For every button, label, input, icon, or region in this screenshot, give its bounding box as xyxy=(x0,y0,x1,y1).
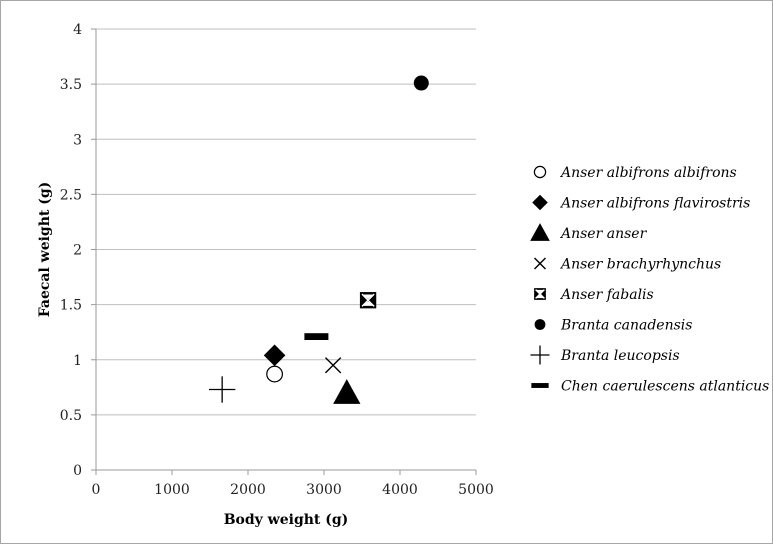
data-point-5-0 xyxy=(413,75,429,91)
y-tick-label-8: 4 xyxy=(73,22,82,38)
data-point-3-0 xyxy=(324,357,342,374)
legend-label-2: Anser anser xyxy=(559,226,648,242)
legend-marker-2 xyxy=(530,223,550,241)
y-axis-title: Faecal weight (g) xyxy=(37,182,53,318)
legend-marker-4 xyxy=(534,288,546,300)
data-point-2-0 xyxy=(333,379,361,404)
legend-marker-0 xyxy=(533,165,547,179)
x-tick-label-5: 5000 xyxy=(458,482,494,498)
legend-label-5: Branta canadensis xyxy=(560,318,692,334)
legend-marker-3 xyxy=(533,257,547,270)
y-tick-label-6: 3 xyxy=(73,132,82,148)
data-point-7-0 xyxy=(304,333,329,340)
y-tick-label-5: 2.5 xyxy=(60,187,82,203)
y-tick-label-4: 2 xyxy=(73,243,82,259)
x-axis-title: Body weight (g) xyxy=(224,512,349,528)
legend-label-6: Branta leucopsis xyxy=(560,348,680,364)
legend-label-0: Anser albifrons albifrons xyxy=(559,165,737,181)
legend-marker-5 xyxy=(534,319,546,330)
x-tick-label-2: 2000 xyxy=(230,482,266,498)
y-tick-label-0: 0 xyxy=(73,463,82,479)
x-tick-label-0: 0 xyxy=(92,482,101,498)
y-tick-label-1: 0.5 xyxy=(60,408,82,424)
data-point-0-0 xyxy=(266,365,284,383)
data-point-6-0 xyxy=(208,376,236,403)
data-point-4-0 xyxy=(359,292,377,309)
legend-label-7: Chen caerulescens atlanticus xyxy=(561,379,769,395)
y-tick-label-2: 1 xyxy=(73,353,82,369)
x-tick-label-1: 1000 xyxy=(154,482,190,498)
x-tick-label-3: 3000 xyxy=(306,482,342,498)
y-tick-label-3: 1.5 xyxy=(60,298,82,314)
data-point-1-0 xyxy=(263,344,286,367)
legend-marker-1 xyxy=(532,194,548,211)
legend-label-3: Anser brachyrhynchus xyxy=(559,257,721,273)
y-tick-label-7: 3.5 xyxy=(60,77,82,93)
legend-marker-6 xyxy=(530,345,550,365)
x-tick-label-4: 4000 xyxy=(382,482,418,498)
legend-marker-7 xyxy=(531,383,549,388)
legend-label-4: Anser fabalis xyxy=(559,287,654,303)
legend-label-1: Anser albifrons flavirostris xyxy=(559,196,750,212)
